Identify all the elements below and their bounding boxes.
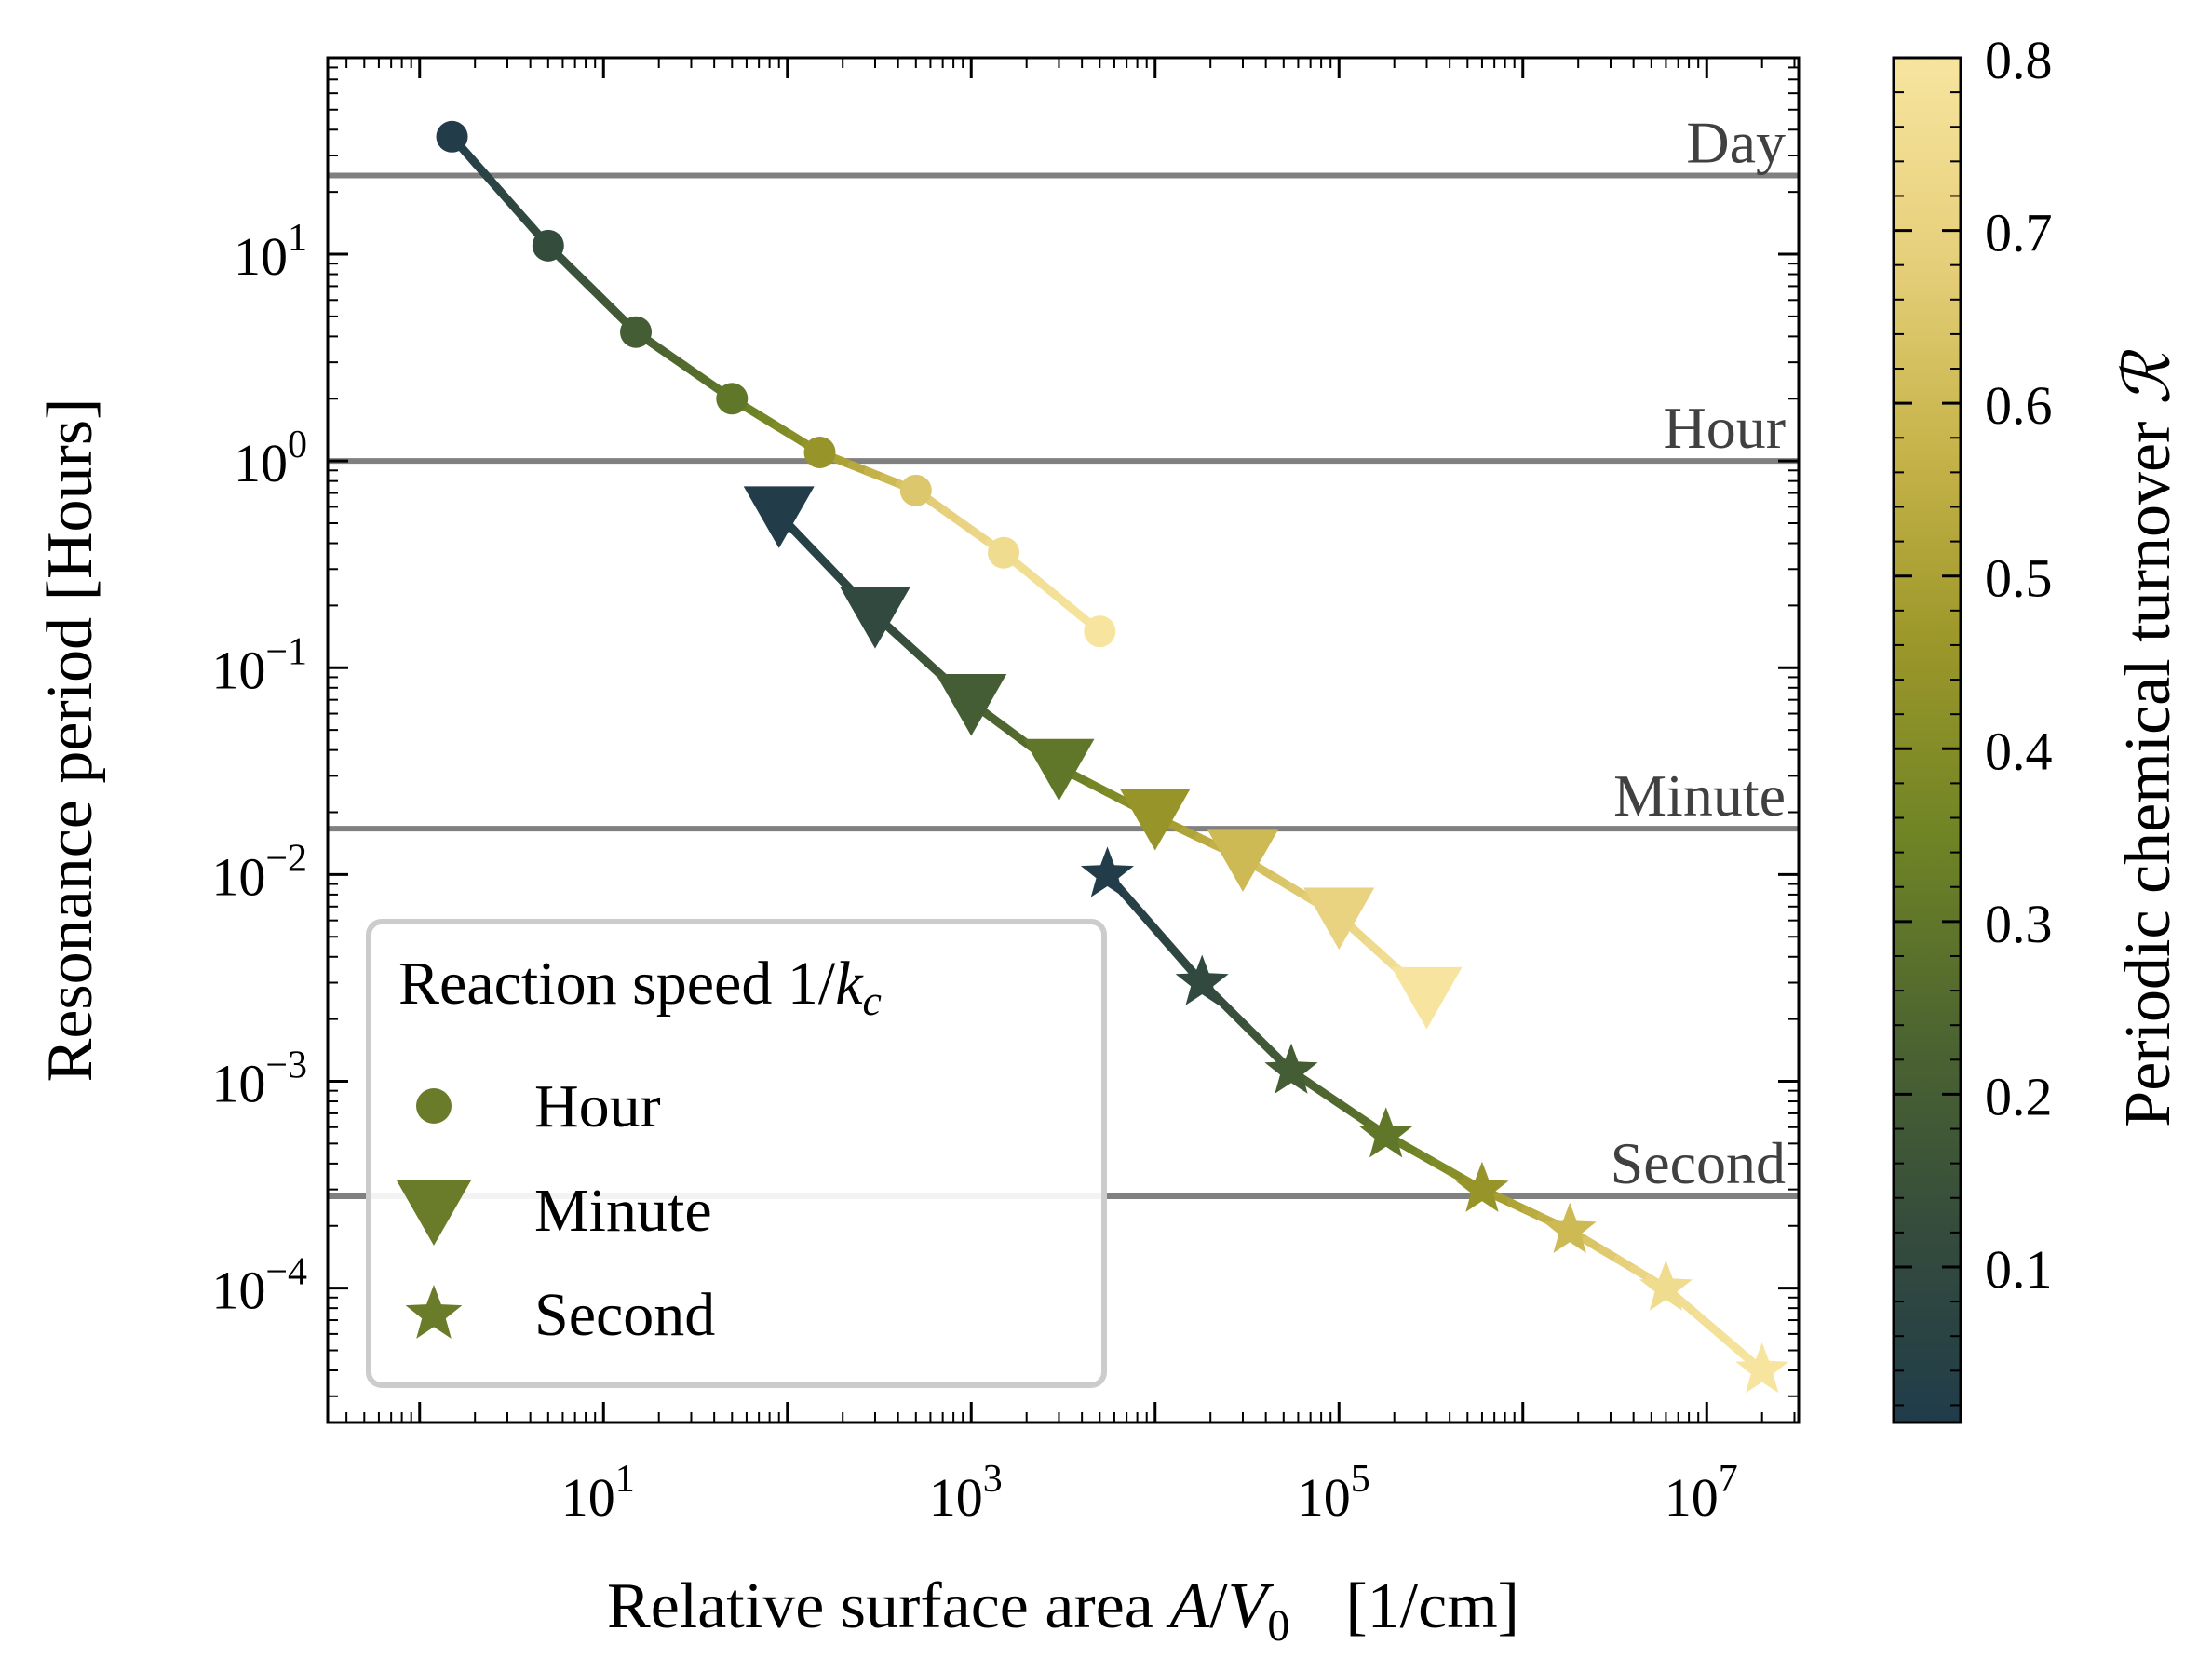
point-hour [988, 536, 1020, 569]
colorbar-tick-label: 0.7 [1985, 203, 2053, 263]
colorbar-ticks [1894, 56, 1961, 1407]
legend-label-hour: Hour [534, 1072, 661, 1140]
y-tick-label: 10−2 [211, 837, 307, 907]
colorbar-tick-label: 0.5 [1985, 548, 2053, 609]
point-second [1639, 1260, 1693, 1311]
y-tick-label: 10−3 [211, 1045, 307, 1114]
x-tick-label: 107 [1665, 1458, 1738, 1528]
point-second [1543, 1202, 1597, 1253]
y-axis-ticks [328, 66, 1799, 1397]
x-tick-labels: 101 103 105 107 [561, 1458, 1738, 1528]
legend-marker-second [405, 1285, 463, 1339]
colorbar-tick-label: 0.1 [1985, 1239, 2053, 1300]
y-tick-label: 101 [234, 217, 307, 287]
y-tick-labels: 101 100 10−1 10−2 10−3 10−4 [211, 217, 307, 1321]
x-tick-label: 101 [561, 1458, 635, 1528]
legend-marker-minute [397, 1180, 471, 1246]
point-hour [899, 474, 932, 506]
point-minute [1119, 789, 1191, 851]
point-hour [803, 436, 836, 468]
point-minute [936, 674, 1007, 736]
legend-box [366, 919, 1107, 1388]
legend-marker-hour [416, 1088, 452, 1124]
reference-labels: Day Hour Minute Second [1611, 110, 1786, 1196]
colorbar-tick-label: 0.8 [1985, 30, 2053, 90]
point-second [1735, 1342, 1789, 1394]
y-tick-label: 10−4 [211, 1251, 307, 1321]
point-second [1359, 1107, 1413, 1158]
y-tick-label: 10−1 [211, 630, 307, 700]
colorbar-label: Periodic chemical turnover ℛ [2112, 349, 2184, 1127]
legend-title: Reaction speed 1/kc [398, 950, 882, 1024]
reference-label-hour: Hour [1663, 395, 1786, 461]
point-second [1080, 846, 1134, 897]
point-hour [620, 316, 653, 348]
colorbar-tick-label: 0.3 [1985, 894, 2053, 954]
point-minute [1303, 887, 1375, 951]
point-minute [839, 587, 910, 649]
legend-label-second: Second [534, 1281, 715, 1349]
x-tick-label: 105 [1297, 1458, 1370, 1528]
point-hour [436, 120, 468, 153]
colorbar-tick-label: 0.4 [1985, 721, 2053, 781]
point-minute [743, 486, 815, 548]
point-hour [532, 229, 564, 262]
point-hour [716, 383, 749, 415]
x-axis-ticks [345, 58, 1796, 1423]
colorbar: 0.1 0.2 0.3 0.4 0.5 0.6 0.7 0.8 Periodic chemic… [1892, 30, 2184, 1424]
reference-label-day: Day [1686, 110, 1786, 176]
point-second [1175, 954, 1229, 1005]
legend: Reaction speed 1/kc Hour Minute Second [366, 919, 1107, 1388]
point-hour [1084, 615, 1116, 648]
point-minute [1207, 829, 1278, 892]
colorbar-tick-label: 0.6 [1985, 375, 2053, 436]
colorbar-tick-label: 0.2 [1985, 1066, 2053, 1126]
reference-label-second: Second [1611, 1130, 1786, 1196]
legend-entries: Hour Minute Second [397, 1072, 715, 1349]
y-axis-title: Resonance period [Hours] [34, 398, 106, 1083]
colorbar-fill [1892, 56, 1962, 1424]
x-tick-label: 103 [929, 1458, 1003, 1528]
point-minute [1391, 966, 1463, 1030]
reference-label-minute: Minute [1613, 762, 1786, 829]
series-markers [436, 120, 1789, 1394]
legend-label-minute: Minute [534, 1177, 712, 1245]
point-second [1264, 1043, 1318, 1094]
y-tick-label: 100 [234, 424, 307, 493]
colorbar-tick-labels: 0.1 0.2 0.3 0.4 0.5 0.6 0.7 0.8 [1985, 30, 2053, 1300]
point-second [1455, 1161, 1509, 1212]
point-minute [1023, 738, 1095, 802]
x-axis-title: Relative surface area A/V0 [1/cm] [607, 1571, 1519, 1651]
plot-frame [326, 56, 1801, 1424]
